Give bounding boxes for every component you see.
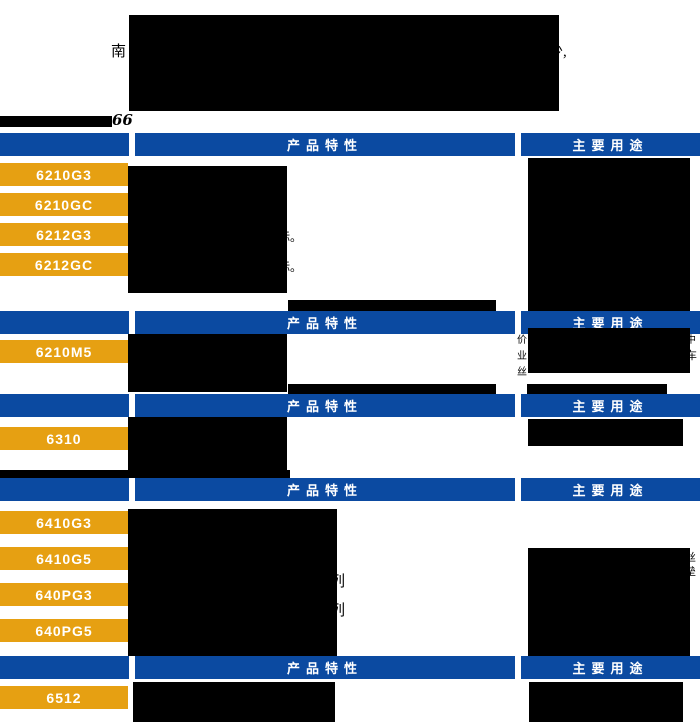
- t3-header-model-cell: [0, 394, 129, 417]
- product-chip-6212g3[interactable]: 6212G3: [0, 223, 128, 246]
- t4-uses-redacted-block: [528, 548, 690, 656]
- t2-uses-fragment-right-2: 车: [686, 350, 697, 362]
- t2-header-uses-label: 主要用途: [572, 316, 649, 331]
- product-chip-6210m5[interactable]: 6210M5: [0, 340, 128, 363]
- t3-header-uses-label: 主要用途: [572, 399, 649, 414]
- t3-preheader-redacted-strip-right: [527, 384, 667, 394]
- t2-header-model-cell: [0, 311, 129, 334]
- t5-header-features-cell: 产品特性: [135, 656, 515, 679]
- redacted-title-paragraph-block: [129, 15, 559, 111]
- t5-header-model-cell: [0, 656, 129, 679]
- t3-header-features-label: 产品特性: [286, 399, 363, 414]
- t3-uses-redacted-block: [528, 419, 683, 446]
- t5-header-features-label: 产品特性: [286, 661, 363, 676]
- t2-uses-fragment-left-2: 业: [517, 351, 527, 362]
- t2-uses-fragment-left-3: 丝: [517, 367, 527, 378]
- t4-header-features-cell: 产品特性: [135, 478, 515, 501]
- t2-header-features-cell: 产品特性: [135, 311, 515, 334]
- t4-preheader-redacted-bar: [0, 470, 290, 478]
- t3-header-uses-cell: 主要用途: [521, 394, 700, 417]
- product-chip-640pg5[interactable]: 640PG5: [0, 619, 128, 642]
- t1-header-model-cell: [0, 133, 129, 156]
- product-chip-6410g5[interactable]: 6410G5: [0, 547, 128, 570]
- t4-uses-fragment-2: 垒: [685, 566, 696, 578]
- t5-header-uses-cell: 主要用途: [521, 656, 700, 679]
- t5-uses-redacted-block: [529, 682, 683, 722]
- t2-uses-fragment-left-1: 价: [517, 335, 527, 346]
- product-chip-6512[interactable]: 6512: [0, 686, 128, 709]
- t4-header-features-label: 产品特性: [286, 483, 363, 498]
- t3-features-redacted-block: [128, 417, 287, 473]
- product-chip-6210g3[interactable]: 6210G3: [0, 163, 128, 186]
- t2-preheader-redacted-strip: [288, 300, 496, 311]
- product-chip-6310[interactable]: 6310: [0, 427, 128, 450]
- t4-header-model-cell: [0, 478, 129, 501]
- t3-header-features-cell: 产品特性: [135, 394, 515, 417]
- page-number: 66: [112, 111, 133, 129]
- t4-header-uses-label: 主要用途: [572, 483, 649, 498]
- t1-header-features-label: 产品特性: [286, 138, 363, 153]
- t4-uses-fragment-1: 丝: [685, 552, 696, 564]
- t1-header-uses-label: 主要用途: [572, 138, 649, 153]
- t4-header-uses-cell: 主要用途: [521, 478, 700, 501]
- t1-header-uses-cell: 主要用途: [521, 133, 700, 156]
- redacted-pageline-bar: [0, 116, 112, 127]
- product-chip-6210gc[interactable]: 6210GC: [0, 193, 128, 216]
- t2-header-features-label: 产品特性: [286, 316, 363, 331]
- t1-uses-redacted-block: [528, 158, 690, 311]
- product-chip-6410g3[interactable]: 6410G3: [0, 511, 128, 534]
- t2-uses-fragment-right-1: 中: [686, 335, 696, 346]
- t1-header-features-cell: 产品特性: [135, 133, 515, 156]
- t1-features-redacted-block: [128, 166, 287, 293]
- t4-features-redacted-block: [128, 509, 337, 656]
- intro-first-char: 南: [111, 44, 127, 60]
- t2-features-redacted-block: [128, 334, 287, 392]
- product-chip-6212gc[interactable]: 6212GC: [0, 253, 128, 276]
- t3-preheader-redacted-strip-left: [288, 384, 496, 394]
- product-chip-640pg3[interactable]: 640PG3: [0, 583, 128, 606]
- t5-header-uses-label: 主要用途: [572, 661, 649, 676]
- t5-features-redacted-block: [133, 682, 335, 722]
- t2-uses-redacted-block: [528, 328, 690, 373]
